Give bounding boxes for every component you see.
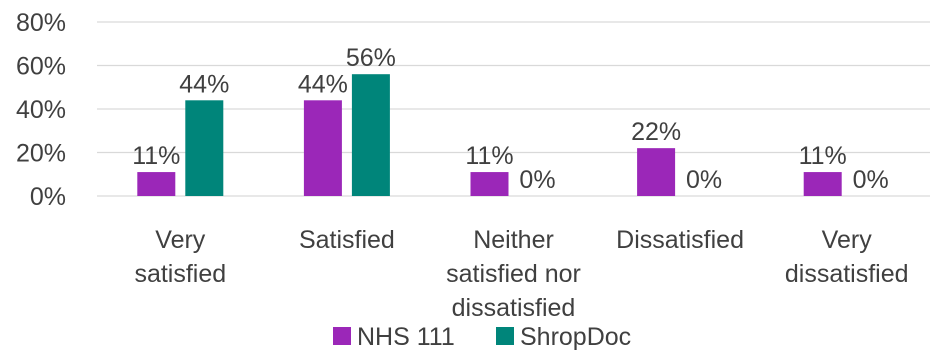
bar-nhs-111-1 — [303, 100, 342, 196]
data-label-shropdoc-3: 0% — [686, 166, 722, 194]
data-labels: 11%44% 44%56%11%0%22%0%11%0% — [132, 44, 889, 194]
y-tick-label: 80% — [16, 9, 66, 37]
legend-label-1: ShropDoc — [520, 323, 631, 351]
data-label-nhs-111-3: 22% — [631, 118, 681, 146]
legend-swatch-0 — [333, 327, 351, 345]
bar-nhs-111-2 — [470, 172, 509, 196]
legend-swatch-1 — [496, 327, 514, 345]
bar-shropdoc-1 — [351, 74, 390, 196]
data-label-shropdoc-0: 44% — [179, 70, 229, 98]
legend-label-0: NHS 111 — [357, 323, 455, 351]
bar-shropdoc-0 — [185, 100, 224, 196]
data-label-shropdoc-1: 56% — [346, 44, 396, 72]
bar-nhs-111-3 — [637, 148, 676, 196]
category-label-3: Dissatisfied — [616, 226, 744, 254]
category-label-line: dissatisfied — [452, 294, 576, 322]
bar-nhs-111-0 — [137, 172, 176, 196]
bars — [137, 74, 842, 196]
category-label-4: Very dissatisfied — [785, 226, 909, 288]
legend: NHS 111 ShropDoc — [333, 323, 631, 351]
y-tick-label: 20% — [16, 140, 66, 168]
y-axis-tick-labels: 0% 20% 40% 60% 80% — [16, 9, 66, 211]
data-label-shropdoc-2: 0% — [519, 166, 555, 194]
data-label-shropdoc-4: 0% — [853, 166, 889, 194]
category-label-line: satisfied nor — [446, 260, 581, 288]
gridlines — [97, 21, 930, 197]
category-label-line: satisfied — [134, 260, 226, 288]
category-label-1: Satisfied — [299, 226, 395, 254]
y-tick-label: 0% — [30, 183, 66, 211]
category-label-2: Neither satisfied nor dissatisfied — [446, 226, 581, 322]
bar-nhs-111-4 — [803, 172, 842, 196]
y-tick-label: 60% — [16, 53, 66, 81]
category-label-0: Very satisfied — [134, 226, 226, 288]
category-label-line: dissatisfied — [785, 260, 909, 288]
data-label-nhs-111-0: 11% — [132, 142, 180, 170]
category-labels: Very satisfied Satisfied Neither satisfied n… — [134, 226, 908, 322]
data-label-nhs-111-4: 11% — [799, 142, 847, 170]
category-label-line: Satisfied — [299, 226, 395, 254]
category-label-line: Dissatisfied — [616, 226, 744, 254]
data-label-nhs-111-1: 44% — [298, 70, 348, 98]
category-label-line: Neither — [473, 226, 554, 254]
category-label-line: Very — [822, 226, 873, 254]
category-label-line: Very — [155, 226, 206, 254]
y-tick-label: 40% — [16, 96, 66, 124]
data-label-nhs-111-2: 11% — [465, 142, 513, 170]
